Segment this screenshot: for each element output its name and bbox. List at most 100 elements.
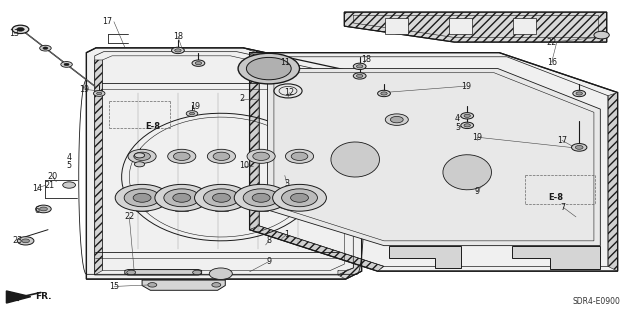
Circle shape bbox=[575, 145, 583, 149]
Circle shape bbox=[115, 184, 169, 211]
Circle shape bbox=[385, 114, 408, 125]
Circle shape bbox=[576, 92, 582, 95]
Polygon shape bbox=[344, 12, 607, 42]
Text: 10: 10 bbox=[239, 161, 250, 170]
Polygon shape bbox=[385, 18, 408, 34]
Circle shape bbox=[195, 62, 202, 65]
Circle shape bbox=[246, 57, 291, 80]
Circle shape bbox=[195, 184, 248, 211]
Text: 15: 15 bbox=[109, 282, 119, 291]
Circle shape bbox=[207, 149, 236, 163]
Circle shape bbox=[36, 205, 51, 213]
Circle shape bbox=[97, 92, 102, 95]
Polygon shape bbox=[243, 48, 362, 279]
Text: 19: 19 bbox=[472, 133, 482, 142]
Circle shape bbox=[22, 239, 29, 243]
Circle shape bbox=[134, 162, 145, 167]
Circle shape bbox=[234, 184, 288, 211]
Circle shape bbox=[43, 47, 48, 49]
Polygon shape bbox=[6, 291, 31, 303]
Circle shape bbox=[212, 193, 230, 202]
Text: 9: 9 bbox=[474, 187, 479, 196]
Circle shape bbox=[285, 149, 314, 163]
Circle shape bbox=[356, 65, 363, 68]
Text: 1: 1 bbox=[284, 230, 289, 239]
Polygon shape bbox=[389, 246, 461, 268]
Polygon shape bbox=[142, 280, 225, 290]
Circle shape bbox=[356, 74, 363, 78]
Circle shape bbox=[461, 113, 474, 119]
Text: 3: 3 bbox=[284, 179, 289, 188]
Circle shape bbox=[238, 53, 300, 84]
Circle shape bbox=[133, 193, 151, 202]
Circle shape bbox=[390, 116, 403, 123]
Circle shape bbox=[93, 91, 105, 96]
Text: SDR4-E0900: SDR4-E0900 bbox=[573, 297, 621, 306]
Circle shape bbox=[572, 144, 587, 151]
Circle shape bbox=[63, 182, 76, 188]
Text: 2: 2 bbox=[239, 94, 244, 103]
Circle shape bbox=[381, 92, 387, 95]
Text: 4: 4 bbox=[455, 114, 460, 122]
Circle shape bbox=[378, 90, 390, 97]
Circle shape bbox=[253, 152, 269, 160]
Text: 17: 17 bbox=[102, 17, 113, 26]
Text: 21: 21 bbox=[45, 181, 55, 189]
Circle shape bbox=[134, 152, 150, 160]
Text: 18: 18 bbox=[173, 32, 183, 41]
Polygon shape bbox=[125, 270, 202, 275]
Circle shape bbox=[172, 47, 184, 54]
Circle shape bbox=[186, 111, 198, 116]
Text: 12: 12 bbox=[284, 88, 294, 97]
Circle shape bbox=[175, 49, 181, 52]
Circle shape bbox=[291, 152, 308, 160]
Circle shape bbox=[164, 189, 200, 207]
Circle shape bbox=[148, 283, 157, 287]
Circle shape bbox=[353, 73, 366, 79]
Polygon shape bbox=[268, 69, 600, 246]
Circle shape bbox=[17, 237, 34, 245]
Text: E-8: E-8 bbox=[145, 122, 160, 130]
Circle shape bbox=[61, 62, 72, 67]
Text: 8: 8 bbox=[266, 236, 271, 245]
Circle shape bbox=[40, 207, 47, 211]
Text: 17: 17 bbox=[557, 136, 567, 145]
Circle shape bbox=[353, 63, 366, 70]
Circle shape bbox=[213, 152, 230, 160]
Text: 7: 7 bbox=[561, 203, 566, 212]
Polygon shape bbox=[250, 226, 384, 271]
Circle shape bbox=[464, 114, 470, 117]
Polygon shape bbox=[513, 18, 536, 34]
Circle shape bbox=[204, 189, 239, 207]
Text: 23: 23 bbox=[13, 236, 23, 245]
Circle shape bbox=[155, 184, 209, 211]
Circle shape bbox=[193, 270, 202, 275]
Circle shape bbox=[173, 152, 190, 160]
Polygon shape bbox=[95, 60, 102, 275]
Circle shape bbox=[124, 189, 160, 207]
Circle shape bbox=[594, 31, 609, 39]
Circle shape bbox=[461, 122, 474, 129]
Text: 20: 20 bbox=[47, 172, 58, 181]
Circle shape bbox=[252, 193, 270, 202]
Polygon shape bbox=[250, 53, 259, 230]
Polygon shape bbox=[608, 93, 618, 271]
Text: 22: 22 bbox=[124, 212, 134, 221]
Circle shape bbox=[464, 124, 470, 127]
Circle shape bbox=[243, 189, 279, 207]
Text: 19: 19 bbox=[461, 82, 471, 91]
Circle shape bbox=[12, 25, 29, 33]
Text: 14: 14 bbox=[32, 184, 42, 193]
Text: 4: 4 bbox=[67, 153, 72, 162]
Text: 22: 22 bbox=[547, 38, 557, 47]
Circle shape bbox=[192, 60, 205, 66]
Polygon shape bbox=[449, 18, 472, 34]
Circle shape bbox=[212, 283, 221, 287]
Circle shape bbox=[40, 45, 51, 51]
Polygon shape bbox=[331, 142, 380, 177]
Circle shape bbox=[209, 268, 232, 279]
Circle shape bbox=[273, 184, 326, 211]
Circle shape bbox=[168, 149, 196, 163]
Circle shape bbox=[64, 63, 69, 66]
Circle shape bbox=[17, 27, 24, 31]
